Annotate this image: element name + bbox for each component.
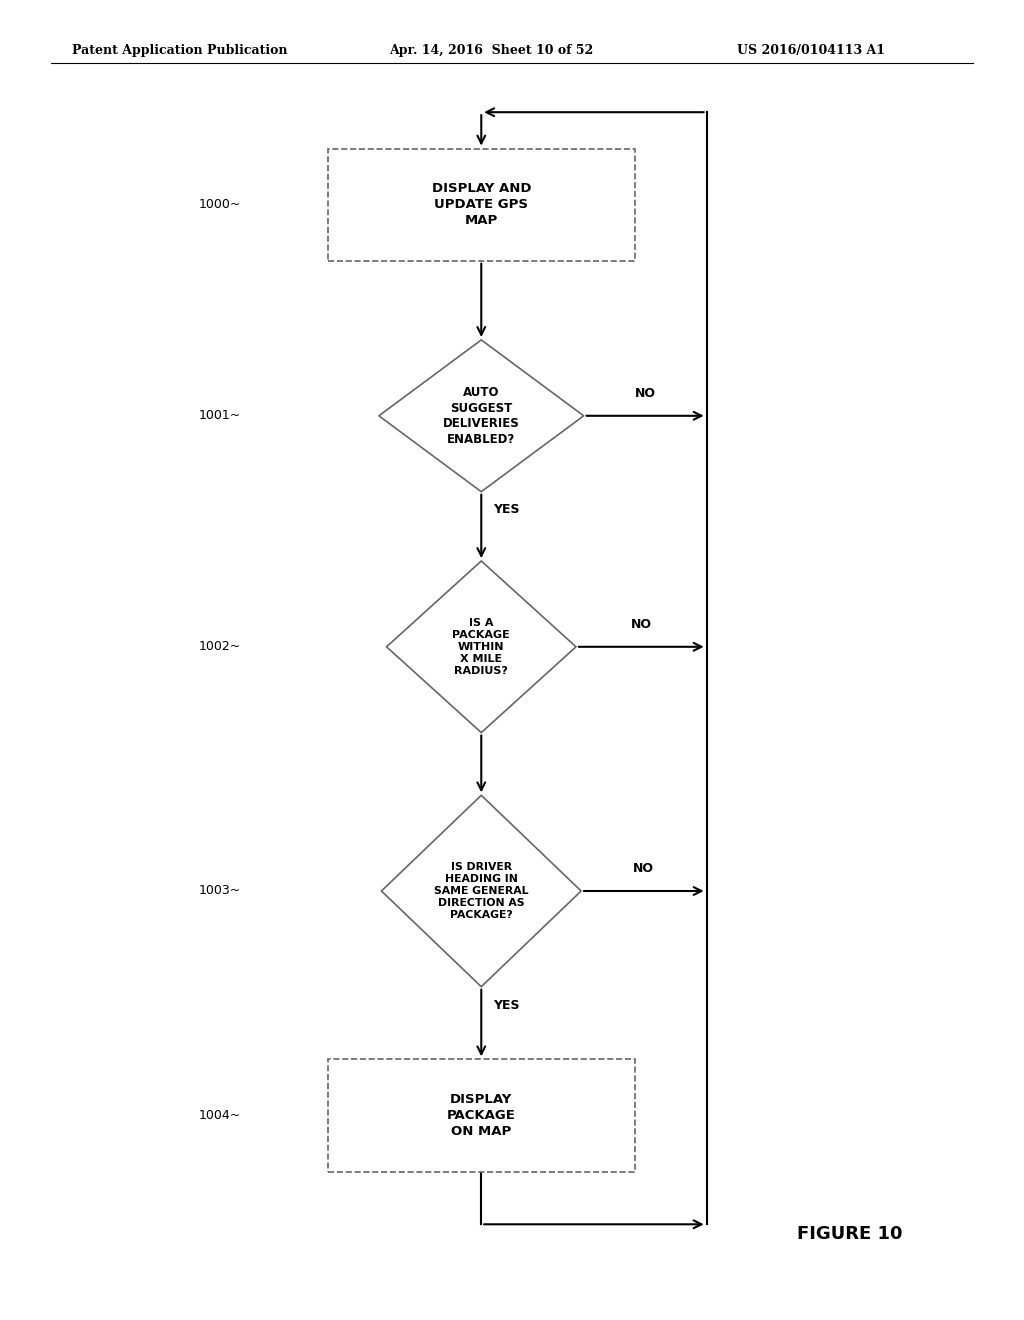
Text: DISPLAY AND
UPDATE GPS
MAP: DISPLAY AND UPDATE GPS MAP — [431, 182, 531, 227]
Text: 1004~: 1004~ — [199, 1109, 241, 1122]
Text: 1003~: 1003~ — [199, 884, 241, 898]
Text: NO: NO — [635, 387, 655, 400]
Text: AUTO
SUGGEST
DELIVERIES
ENABLED?: AUTO SUGGEST DELIVERIES ENABLED? — [443, 385, 519, 446]
Text: 1001~: 1001~ — [199, 409, 241, 422]
Text: Apr. 14, 2016  Sheet 10 of 52: Apr. 14, 2016 Sheet 10 of 52 — [389, 44, 593, 57]
Text: YES: YES — [494, 999, 520, 1012]
Text: Patent Application Publication: Patent Application Publication — [72, 44, 287, 57]
Text: DISPLAY
PACKAGE
ON MAP: DISPLAY PACKAGE ON MAP — [446, 1093, 516, 1138]
Text: NO: NO — [633, 862, 654, 875]
Polygon shape — [386, 561, 575, 733]
FancyBboxPatch shape — [328, 149, 635, 261]
Text: US 2016/0104113 A1: US 2016/0104113 A1 — [737, 44, 886, 57]
Text: IS DRIVER
HEADING IN
SAME GENERAL
DIRECTION AS
PACKAGE?: IS DRIVER HEADING IN SAME GENERAL DIRECT… — [434, 862, 528, 920]
Text: 1002~: 1002~ — [199, 640, 241, 653]
Polygon shape — [381, 795, 582, 987]
Text: 1000~: 1000~ — [199, 198, 241, 211]
Text: NO: NO — [631, 618, 652, 631]
Polygon shape — [379, 339, 584, 491]
Text: FIGURE 10: FIGURE 10 — [797, 1225, 903, 1243]
FancyBboxPatch shape — [328, 1059, 635, 1172]
Text: IS A
PACKAGE
WITHIN
X MILE
RADIUS?: IS A PACKAGE WITHIN X MILE RADIUS? — [453, 618, 510, 676]
Text: YES: YES — [494, 503, 520, 516]
